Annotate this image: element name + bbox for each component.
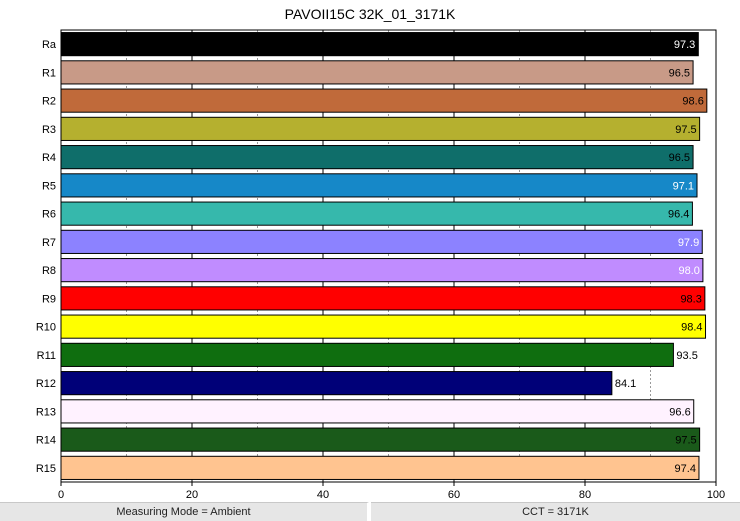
value-labels: 97.3 96.5 98.6 97.5 96.5 97.1 96.4 97.9 98.0 98.3… <box>615 39 704 475</box>
bars <box>60 32 708 480</box>
chart-title: PAVOII15C 32K_01_3171K <box>284 6 456 22</box>
category-label: R1 <box>42 67 56 79</box>
value-label: 84.1 <box>615 378 636 390</box>
value-label: 97.9 <box>678 237 699 249</box>
x-tick-label: 20 <box>186 489 198 501</box>
value-label: 97.3 <box>674 39 695 51</box>
bar-r3 <box>60 116 701 141</box>
x-axis-ticks: 0 20 40 60 80 100 <box>58 482 725 501</box>
category-labels: Ra R1 R2 R3 R4 R5 R6 R7 R8 R9 R10 R11 R12 R13 R14 R15 <box>36 39 57 475</box>
value-label: 97.1 <box>673 180 694 192</box>
category-label: Ra <box>42 39 57 51</box>
category-label: R7 <box>42 237 56 249</box>
category-label: R14 <box>36 435 56 447</box>
bar-r12 <box>60 371 613 396</box>
measuring-mode-status: Measuring Mode = Ambient <box>0 502 369 521</box>
bar-ra <box>60 32 699 57</box>
category-label: R4 <box>42 152 56 164</box>
bar-r4 <box>60 145 694 170</box>
value-label: 96.4 <box>668 209 689 221</box>
category-label: R5 <box>42 180 56 192</box>
x-tick-label: 40 <box>317 489 329 501</box>
category-label: R9 <box>42 293 56 305</box>
value-label: 96.6 <box>669 406 690 418</box>
bar-r7 <box>60 229 703 254</box>
x-tick-label: 100 <box>707 489 725 501</box>
category-label: R2 <box>42 96 56 108</box>
x-tick-label: 0 <box>58 489 64 501</box>
x-tick-label: 60 <box>448 489 460 501</box>
value-label: 98.0 <box>678 265 699 277</box>
value-label: 96.5 <box>669 67 690 79</box>
bar-r9 <box>60 286 706 311</box>
value-label: 98.6 <box>682 96 703 108</box>
cct-status: CCT = 3171K <box>371 502 740 521</box>
category-label: R6 <box>42 209 56 221</box>
bar-r14 <box>60 427 701 452</box>
bar-r5 <box>60 173 698 198</box>
category-label: R11 <box>37 350 56 362</box>
bar-r13 <box>60 399 695 424</box>
category-label: R3 <box>42 124 56 136</box>
value-label: 97.5 <box>675 435 696 447</box>
bar-r10 <box>60 314 707 339</box>
category-label: R13 <box>36 406 56 418</box>
plot-frame <box>60 29 717 483</box>
value-label: 98.3 <box>680 293 701 305</box>
value-label: 96.5 <box>669 152 690 164</box>
value-label: 97.4 <box>675 463 696 475</box>
category-label: R8 <box>42 265 56 277</box>
bar-r2 <box>60 88 708 113</box>
category-label: R12 <box>36 378 56 390</box>
bar-r8 <box>60 258 704 283</box>
bar-r6 <box>60 201 693 226</box>
category-label: R15 <box>36 463 56 475</box>
bar-r11 <box>60 342 674 367</box>
value-label: 98.4 <box>681 322 702 334</box>
value-label: 97.5 <box>675 124 696 136</box>
value-label: 93.5 <box>676 350 697 362</box>
x-tick-label: 80 <box>579 489 591 501</box>
category-label: R10 <box>36 322 56 334</box>
bar-r15 <box>60 455 700 480</box>
bar-r1 <box>60 60 694 85</box>
